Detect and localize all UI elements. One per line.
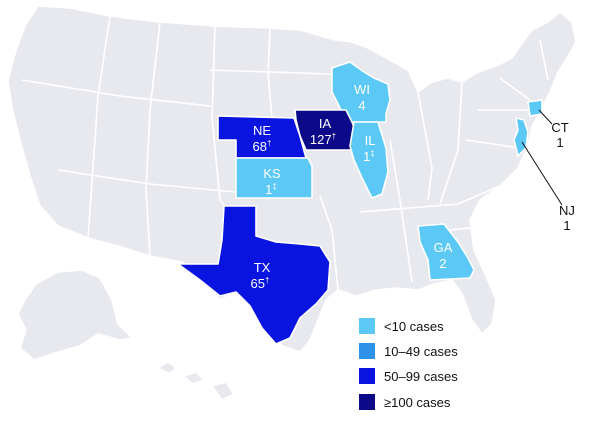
legend-swatch-ge100 — [359, 394, 375, 410]
label-GA-count: 2 — [439, 256, 446, 271]
label-CT-count: 1 — [556, 135, 563, 150]
label-IL-abbr: IL — [365, 133, 376, 148]
label-KS-count: 1‡ — [265, 182, 277, 197]
label-WI-abbr: WI — [354, 82, 370, 97]
label-GA-abbr: GA — [434, 240, 453, 255]
label-NJ-abbr: NJ — [559, 203, 575, 218]
legend-label-10-49: 10–49 cases — [384, 344, 458, 359]
alaska-shape — [17, 269, 133, 361]
base-states — [7, 5, 577, 401]
legend-swatch-10-49 — [359, 343, 375, 359]
legend-swatch-lt10 — [359, 318, 375, 334]
state-IL — [349, 121, 389, 199]
label-WI-count: 4 — [358, 98, 365, 113]
state-labels: WI 4 IA 127† NE 68† IL 1‡ KS 1‡ TX 65† G… — [251, 82, 575, 291]
label-TX-count: 65† — [251, 276, 270, 291]
state-CT — [527, 99, 543, 117]
label-IA-count: 127† — [310, 132, 336, 147]
hawaii-shape — [157, 361, 235, 401]
label-KS-abbr: KS — [263, 166, 281, 181]
legend-label-lt10: <10 cases — [384, 319, 444, 334]
label-NJ-count: 1 — [563, 218, 570, 233]
label-TX-abbr: TX — [254, 260, 271, 275]
state-TX — [177, 205, 331, 345]
legend-label-50-99: 50–99 cases — [384, 369, 458, 384]
legend-label-ge100: ≥100 cases — [384, 395, 451, 410]
leader-line-NJ — [521, 141, 563, 206]
legend: <10 cases 10–49 cases 50–99 cases ≥100 c… — [359, 318, 458, 410]
label-IL-count: 1‡ — [363, 149, 375, 164]
leader-line-CT — [538, 109, 553, 125]
label-IA-abbr: IA — [319, 116, 332, 131]
state-borders — [21, 15, 549, 291]
label-NE-abbr: NE — [253, 123, 271, 138]
state-WI — [331, 61, 391, 123]
state-GA — [417, 223, 475, 281]
label-NE-count: 68† — [253, 139, 272, 154]
legend-swatch-50-99 — [359, 368, 375, 384]
state-KS — [235, 157, 313, 199]
highlighted-states — [177, 61, 543, 345]
label-CT-abbr: CT — [551, 120, 568, 135]
